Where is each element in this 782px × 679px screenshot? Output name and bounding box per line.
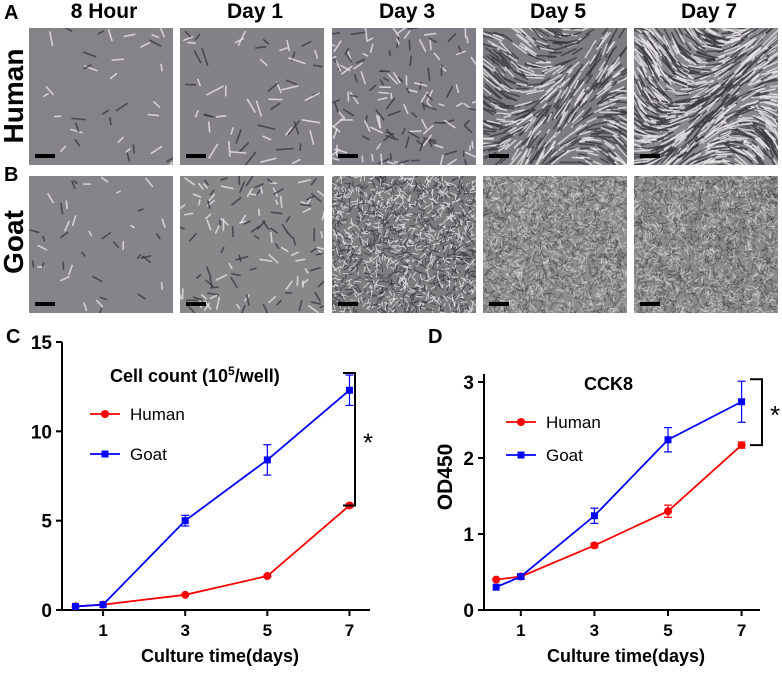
x-axis-label: Culture time(days): [141, 646, 299, 666]
legend-label-goat: Goat: [130, 445, 167, 464]
x-tick-label: 7: [345, 621, 354, 640]
y-tick-label: 0: [41, 601, 52, 622]
micrograph-human-4: [483, 28, 627, 165]
x-tick-label: 7: [737, 621, 746, 640]
cell-count-chart: 0 5 10 15 1 3 5 7 Culture time(days) Cell count (…: [31, 334, 373, 666]
legend-marker-human: [517, 418, 525, 426]
data-point-human: [492, 575, 501, 584]
data-point-goat: [72, 602, 80, 610]
legend-label-human: Human: [130, 405, 185, 424]
data-point-goat: [590, 512, 598, 520]
scale-bar: [338, 302, 358, 306]
panel-label-c: C: [6, 326, 21, 348]
column-header-day-3: Day 3: [378, 0, 436, 23]
significance-star: *: [363, 427, 373, 457]
micrograph-human-1: [29, 28, 173, 165]
panel-label-a: A: [4, 2, 19, 24]
series-line-goat: [75, 389, 351, 608]
micrograph-human-3: [332, 28, 476, 165]
scale-bar: [186, 154, 206, 158]
data-point-human: [181, 590, 190, 599]
legend-marker-goat: [101, 450, 109, 458]
scale-bar: [186, 302, 206, 306]
data-point-goat: [181, 517, 189, 525]
micrograph-goat-1: [29, 176, 173, 313]
data-point-goat: [99, 601, 107, 609]
scale-bar: [489, 154, 509, 158]
row-header-goat: Goat: [0, 210, 29, 274]
row-header-human: Human: [0, 48, 29, 144]
column-header-8-hour: 8 Hour: [70, 0, 138, 23]
data-point-human: [263, 572, 272, 581]
scale-bar: [35, 154, 55, 158]
data-point-human: [664, 507, 672, 516]
series-line-human: [496, 444, 743, 581]
data-point-goat: [517, 573, 525, 581]
y-tick-label: 5: [41, 512, 52, 533]
data-point-human: [737, 441, 746, 450]
x-tick-label: 5: [663, 621, 672, 640]
data-point-goat: [263, 456, 271, 464]
legend-marker-human: [101, 410, 109, 418]
significance-star: *: [770, 400, 780, 430]
cck8-chart: 0 1 2 3 1 3 5 7 Culture time(days) OD450 CCK8 Human…: [434, 373, 780, 666]
series-line-goat: [495, 400, 743, 589]
panel-label-d: D: [428, 326, 443, 348]
scale-bar: [35, 302, 55, 306]
panel-label-b: B: [4, 164, 19, 186]
x-tick-label: 1: [516, 621, 525, 640]
y-tick-label: 15: [31, 334, 53, 354]
y-tick-label: 2: [463, 449, 474, 470]
scale-bar: [338, 154, 358, 158]
column-header-day-1: Day 1: [226, 0, 284, 23]
micrograph-human-5: [634, 28, 778, 165]
y-axis-label: OD450: [434, 444, 457, 511]
micrograph-human-2: [180, 28, 324, 165]
column-header-day-5: Day 5: [529, 0, 587, 23]
scale-bar: [640, 302, 660, 306]
data-point-human: [590, 541, 599, 550]
data-point-goat: [738, 398, 746, 406]
data-point-goat: [664, 436, 672, 444]
legend-label-human: Human: [546, 413, 601, 432]
x-tick-label: 3: [180, 621, 189, 640]
chart-title: CCK8: [584, 374, 633, 394]
y-tick-label: 3: [463, 373, 474, 394]
x-tick-label: 1: [98, 621, 107, 640]
micrograph-goat-2: [180, 176, 324, 313]
x-axis-label: Culture time(days): [547, 646, 705, 666]
x-tick-label: 5: [263, 621, 272, 640]
scale-bar: [640, 154, 660, 158]
significance-bracket: [750, 378, 763, 447]
y-tick-label: 0: [463, 601, 474, 622]
y-tick-label: 1: [463, 525, 474, 546]
scale-bar: [489, 302, 509, 306]
x-tick-label: 3: [590, 621, 599, 640]
micrograph-goat-5: [634, 176, 778, 313]
micrograph-goat-3: [332, 176, 476, 313]
data-point-goat: [492, 583, 500, 591]
legend-marker-goat: [517, 451, 525, 459]
micrograph-goat-4: [483, 176, 627, 313]
data-point-goat: [345, 386, 353, 394]
legend-label-goat: Goat: [546, 446, 583, 465]
chart-title: Cell count (105/well): [110, 364, 280, 386]
y-tick-label: 10: [31, 422, 52, 443]
column-header-day-7: Day 7: [680, 0, 738, 23]
significance-bracket: [343, 372, 356, 507]
